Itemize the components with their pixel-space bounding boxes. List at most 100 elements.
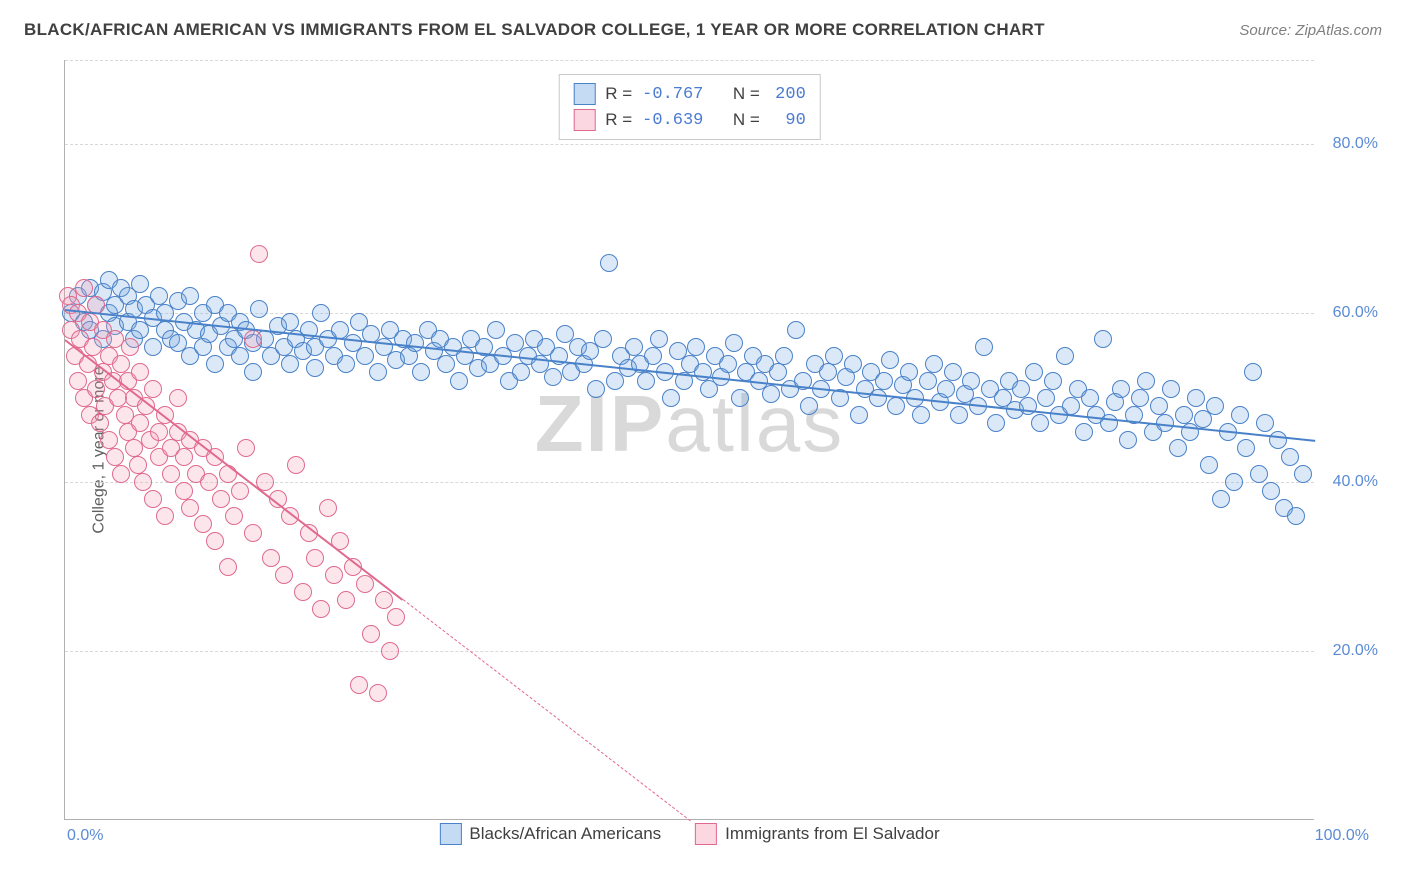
scatter-point-blue: [625, 338, 643, 356]
scatter-point-blue: [719, 355, 737, 373]
scatter-point-blue: [131, 275, 149, 293]
scatter-point-pink: [200, 473, 218, 491]
scatter-point-blue: [437, 355, 455, 373]
scatter-point-blue: [962, 372, 980, 390]
scatter-point-blue: [662, 389, 680, 407]
scatter-point-pink: [219, 558, 237, 576]
scatter-point-pink: [287, 456, 305, 474]
y-tick-label: 20.0%: [1333, 642, 1378, 660]
legend-swatch-blue: [573, 83, 595, 105]
scatter-point-blue: [1162, 380, 1180, 398]
scatter-point-blue: [787, 321, 805, 339]
chart-title: BLACK/AFRICAN AMERICAN VS IMMIGRANTS FRO…: [24, 20, 1045, 40]
n-value-blue: 200: [770, 85, 806, 104]
scatter-point-pink: [131, 414, 149, 432]
scatter-point-pink: [387, 608, 405, 626]
scatter-point-blue: [1175, 406, 1193, 424]
scatter-point-blue: [1094, 330, 1112, 348]
legend-label-pink: Immigrants from El Salvador: [725, 824, 939, 844]
scatter-point-pink: [144, 490, 162, 508]
scatter-point-blue: [762, 385, 780, 403]
scatter-point-pink: [294, 583, 312, 601]
scatter-point-blue: [1169, 439, 1187, 457]
scatter-point-pink: [69, 372, 87, 390]
r-label-2: R =: [605, 110, 632, 130]
scatter-point-pink: [237, 439, 255, 457]
scatter-point-pink: [112, 465, 130, 483]
scatter-point-pink: [369, 684, 387, 702]
scatter-point-blue: [1206, 397, 1224, 415]
scatter-point-blue: [900, 363, 918, 381]
y-tick-label: 60.0%: [1333, 304, 1378, 322]
legend-item-blue: Blacks/African Americans: [439, 823, 661, 845]
scatter-point-pink: [87, 380, 105, 398]
scatter-point-blue: [844, 355, 862, 373]
scatter-point-blue: [775, 347, 793, 365]
n-value-pink: 90: [770, 111, 806, 130]
scatter-point-blue: [1037, 389, 1055, 407]
scatter-point-pink: [181, 499, 199, 517]
scatter-point-pink: [306, 549, 324, 567]
scatter-point-blue: [1244, 363, 1262, 381]
legend-swatch-blue-2: [439, 823, 461, 845]
scatter-point-blue: [725, 334, 743, 352]
scatter-point-blue: [644, 347, 662, 365]
scatter-point-blue: [1212, 490, 1230, 508]
legend-row-blue: R = -0.767 N = 200: [573, 81, 806, 107]
scatter-point-pink: [250, 245, 268, 263]
scatter-point-blue: [944, 363, 962, 381]
scatter-point-blue: [975, 338, 993, 356]
n-label-2: N =: [733, 110, 760, 130]
scatter-point-pink: [262, 549, 280, 567]
scatter-point-pink: [319, 499, 337, 517]
legend-row-pink: R = -0.639 N = 90: [573, 107, 806, 133]
scatter-point-blue: [1269, 431, 1287, 449]
source-label: Source:: [1239, 22, 1291, 39]
scatter-point-pink: [162, 465, 180, 483]
scatter-point-blue: [1012, 380, 1030, 398]
scatter-point-blue: [769, 363, 787, 381]
x-tick-label: 0.0%: [67, 827, 103, 845]
scatter-point-blue: [337, 355, 355, 373]
scatter-point-pink: [75, 279, 93, 297]
y-tick-label: 40.0%: [1333, 473, 1378, 491]
scatter-point-blue: [1256, 414, 1274, 432]
scatter-point-blue: [950, 406, 968, 424]
scatter-point-pink: [134, 473, 152, 491]
x-tick-label: 100.0%: [1315, 827, 1369, 845]
scatter-point-pink: [144, 380, 162, 398]
scatter-point-blue: [875, 372, 893, 390]
scatter-point-blue: [1281, 448, 1299, 466]
scatter-point-pink: [125, 439, 143, 457]
scatter-point-blue: [819, 363, 837, 381]
scatter-point-blue: [850, 406, 868, 424]
scatter-point-blue: [487, 321, 505, 339]
scatter-point-pink: [231, 482, 249, 500]
legend-label-blue: Blacks/African Americans: [469, 824, 661, 844]
r-label: R =: [605, 84, 632, 104]
scatter-point-blue: [687, 338, 705, 356]
chart-source: Source: ZipAtlas.com: [1239, 22, 1382, 39]
scatter-point-blue: [650, 330, 668, 348]
scatter-point-blue: [587, 380, 605, 398]
scatter-point-pink: [206, 532, 224, 550]
scatter-point-blue: [881, 351, 899, 369]
gridline-h: [65, 144, 1314, 145]
scatter-point-blue: [600, 254, 618, 272]
scatter-point-pink: [350, 676, 368, 694]
scatter-point-blue: [637, 372, 655, 390]
scatter-point-blue: [181, 287, 199, 305]
scatter-point-blue: [1056, 347, 1074, 365]
scatter-point-blue: [937, 380, 955, 398]
scatter-point-pink: [112, 355, 130, 373]
scatter-point-pink: [169, 389, 187, 407]
scatter-point-blue: [919, 372, 937, 390]
scatter-point-blue: [1131, 389, 1149, 407]
chart-area: College, 1 year or more ZIPatlas R = -0.…: [24, 50, 1382, 850]
scatter-point-blue: [1287, 507, 1305, 525]
y-tick-label: 80.0%: [1333, 135, 1378, 153]
correlation-legend: R = -0.767 N = 200 R = -0.639 N = 90: [558, 74, 821, 140]
scatter-point-pink: [337, 591, 355, 609]
scatter-point-blue: [250, 300, 268, 318]
scatter-point-pink: [244, 330, 262, 348]
